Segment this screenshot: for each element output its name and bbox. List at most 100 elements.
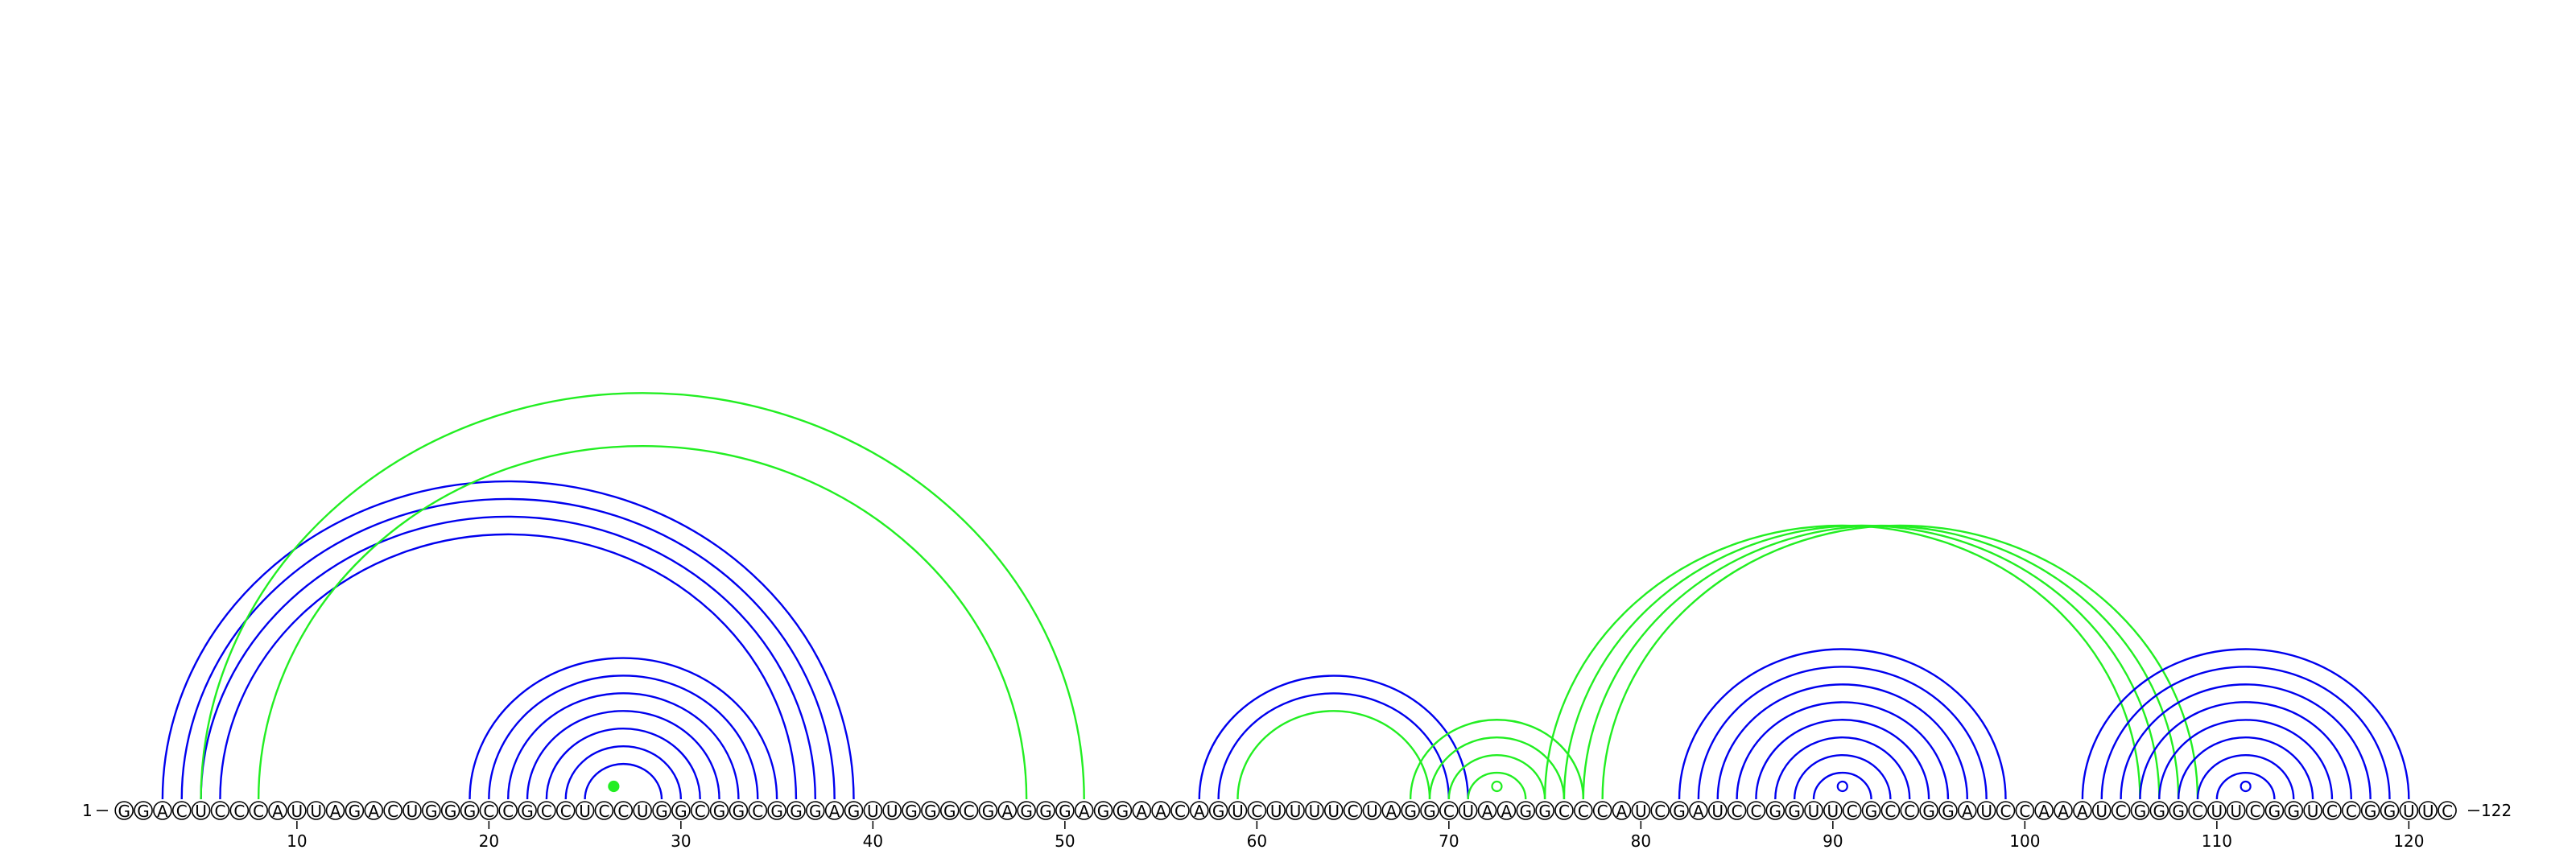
nucleotide-letter: C: [1174, 802, 1186, 821]
arc-22-32: [526, 710, 720, 800]
nucleotide-letter: G: [790, 802, 803, 821]
nucleotide-letter: U: [407, 802, 419, 821]
nucleotide-71: U: [1458, 801, 1478, 821]
arc-78-109: [1601, 524, 2199, 800]
nucleotide-circle: [1707, 801, 1728, 820]
arc-107-116: [2158, 719, 2334, 800]
arc-75-106: [1543, 524, 2141, 800]
nucleotide-circle: [690, 801, 710, 820]
nucleotide-letter: C: [2346, 802, 2357, 821]
nucleotide-letter: G: [2134, 802, 2147, 821]
arc-19-35: [469, 657, 778, 800]
nucleotide-40: U: [863, 801, 883, 821]
nucleotide-62: U: [1286, 801, 1305, 821]
arc-85-96: [1736, 701, 1950, 800]
nucleotide-letter: U: [195, 802, 207, 821]
tick-label-70: 70: [1439, 831, 1459, 851]
nucleotide-letter: G: [1673, 802, 1686, 821]
nucleotide-circle: [1381, 801, 1402, 820]
tick-label-100: 100: [2009, 831, 2040, 851]
nucleotide-letter: U: [1309, 802, 1321, 821]
nucleotide-circle: [633, 801, 652, 820]
tick-label-30: 30: [671, 831, 691, 851]
tick-label-90: 90: [1823, 831, 1843, 851]
nucleotide-97: A: [1958, 801, 1977, 821]
nucleotide-circle: [1343, 801, 1363, 820]
nucleotide-circle: [1631, 801, 1651, 820]
nucleotide-letter: A: [330, 802, 341, 821]
nucleotide-letter: C: [1847, 802, 1858, 821]
nucleotide-31: C: [690, 801, 710, 821]
nucleotide-circle: [863, 801, 883, 820]
nucleotide-112: C: [2245, 801, 2265, 821]
nucleotide-circle: [2322, 801, 2342, 820]
nucleotide-letter: A: [2058, 802, 2069, 821]
nucleotide-letter: U: [1808, 802, 1820, 821]
nucleotide-115: U: [2303, 801, 2322, 821]
nucleotide-letter: C: [598, 802, 609, 821]
nucleotide-68: G: [1401, 801, 1420, 821]
nucleotide-letter: G: [1788, 802, 1801, 821]
arc-59-69: [1236, 710, 1431, 800]
nucleotide-letter: C: [2442, 802, 2453, 821]
nucleotide-69: G: [1420, 801, 1439, 821]
tick-label-10: 10: [287, 831, 307, 851]
nucleotide-circle: [1017, 801, 1036, 820]
nucleotide-circle: [402, 801, 422, 820]
arc-111-112-marker: [2240, 780, 2252, 793]
nucleotide-letter: G: [425, 802, 438, 821]
nucleotide-84: U: [1707, 801, 1728, 821]
nucleotide-letter: C: [1558, 802, 1570, 821]
nucleotide-letter: G: [1942, 802, 1955, 821]
nucleotide-118: G: [2360, 801, 2380, 821]
arc-90-91-marker: [1836, 780, 1848, 793]
nucleotide-43: G: [921, 801, 940, 821]
nucleotide-circle: [921, 801, 940, 820]
nucleotide-circle: [1093, 801, 1113, 820]
nucleotide-105: C: [2111, 801, 2131, 821]
nucleotide-circle: [1266, 801, 1286, 820]
nucleotide-letter: C: [1885, 802, 1896, 821]
nucleotide-23: C: [537, 801, 556, 821]
nucleotide-44: G: [939, 801, 960, 821]
nucleotide-9: A: [268, 801, 287, 821]
nucleotide-circle: [134, 801, 153, 820]
nucleotide-circle: [1286, 801, 1305, 820]
nucleotide-letter: A: [1385, 802, 1397, 821]
nucleotide-58: G: [1208, 801, 1228, 821]
nucleotide-letter: A: [1155, 802, 1166, 821]
nucleotide-11: U: [306, 801, 326, 821]
nucleotide-circle: [1958, 801, 1977, 820]
nucleotide-107: G: [2149, 801, 2169, 821]
nucleotide-circle: [153, 801, 172, 820]
arc-68-77: [1409, 719, 1584, 800]
nucleotide-10: U: [287, 801, 307, 821]
nucleotide-18: G: [440, 801, 460, 821]
nucleotide-letter: G: [1520, 802, 1533, 821]
nucleotide-circle: [2188, 801, 2207, 820]
nucleotide-85: C: [1727, 801, 1747, 821]
nucleotide-letter: G: [982, 802, 995, 821]
nucleotide-82: G: [1670, 801, 1689, 821]
nucleotide-letter: G: [464, 802, 477, 821]
nucleotide-circle: [882, 801, 902, 820]
arc-5-37: [200, 515, 816, 800]
tick-label-110: 110: [2202, 831, 2232, 851]
nucleotide-letter: G: [1922, 802, 1935, 821]
arc-106-117: [2139, 701, 2352, 800]
arc-87-94: [1774, 736, 1911, 800]
nucleotide-90: U: [1823, 801, 1843, 821]
nucleotide-circle: [460, 801, 480, 820]
nucleotide-letter: G: [2172, 802, 2185, 821]
nucleotide-letter: U: [2230, 802, 2242, 821]
nucleotide-94: C: [1900, 801, 1920, 821]
arc-24-30: [564, 745, 683, 800]
nucleotide-circle: [671, 801, 691, 820]
nucleotide-letter: U: [2095, 802, 2107, 821]
nucleotide-38: A: [824, 801, 844, 821]
nucleotide-49: G: [1036, 801, 1055, 821]
nucleotide-letter: G: [2364, 802, 2377, 821]
nucleotide-letter: C: [2000, 802, 2012, 821]
nucleotide-letter: G: [1039, 802, 1052, 821]
